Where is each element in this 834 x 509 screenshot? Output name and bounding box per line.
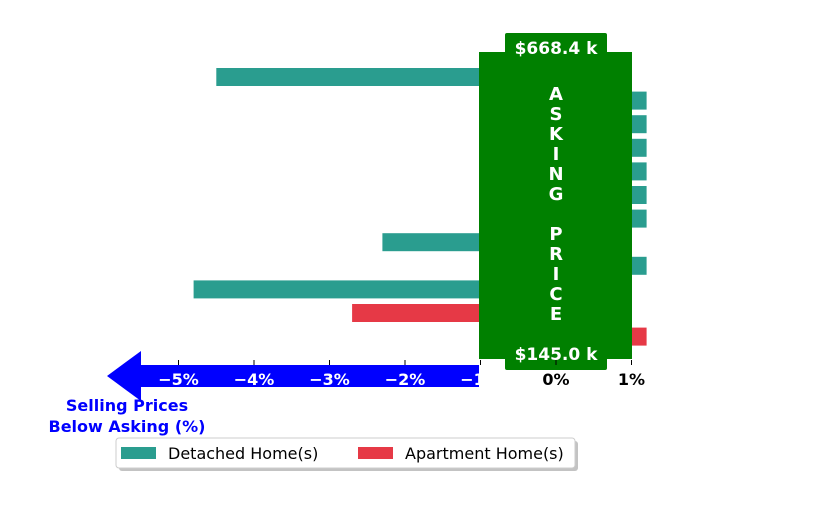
asking-price-letter: E <box>550 304 562 325</box>
legend-label: Apartment Home(s) <box>405 444 564 463</box>
x-tick-label: −3% <box>309 370 350 389</box>
x-tick-label: −5% <box>158 370 199 389</box>
asking-price-letter: I <box>553 264 560 285</box>
x-tick-label: 0% <box>542 370 569 389</box>
x-axis-label-line: Selling Prices <box>66 396 188 415</box>
legend-label: Detached Home(s) <box>168 444 318 463</box>
below-asking-arrow <box>107 351 479 401</box>
asking-price-letter: P <box>549 224 562 245</box>
x-tick-label: 1% <box>618 370 645 389</box>
x-tick-label: −1% <box>460 370 501 389</box>
top-price-label: $668.4 k <box>515 39 599 59</box>
asking-price-letter: N <box>548 164 563 185</box>
asking-price-letter: K <box>549 124 564 145</box>
asking-price-letter: R <box>549 244 563 265</box>
x-axis-ticks: −5% −4% −3% −2% −1% 0% 1% <box>158 360 645 389</box>
x-tick-label: −4% <box>234 370 275 389</box>
bar <box>216 68 557 86</box>
asking-price-band <box>479 52 632 359</box>
x-tick-label: −2% <box>385 370 426 389</box>
legend-swatch <box>121 447 156 459</box>
top-price-box <box>505 33 607 62</box>
x-axis-label: Selling Prices Below Asking (%) <box>49 396 206 436</box>
bar <box>193 280 556 299</box>
legend: Detached Home(s) Apartment Home(s) <box>115 437 578 471</box>
bottom-price-box <box>505 341 607 370</box>
asking-price-letter: A <box>549 84 563 105</box>
asking-price-letter: G <box>549 184 564 205</box>
asking-price-letter: I <box>553 144 560 165</box>
legend-swatch <box>358 447 393 459</box>
asking-price-letter: S <box>550 104 563 125</box>
legend-box <box>115 437 576 469</box>
asking-price-letter: C <box>549 284 562 305</box>
x-axis-label-line: Below Asking (%) <box>49 417 206 436</box>
bottom-price-label: $145.0 k <box>515 345 599 365</box>
